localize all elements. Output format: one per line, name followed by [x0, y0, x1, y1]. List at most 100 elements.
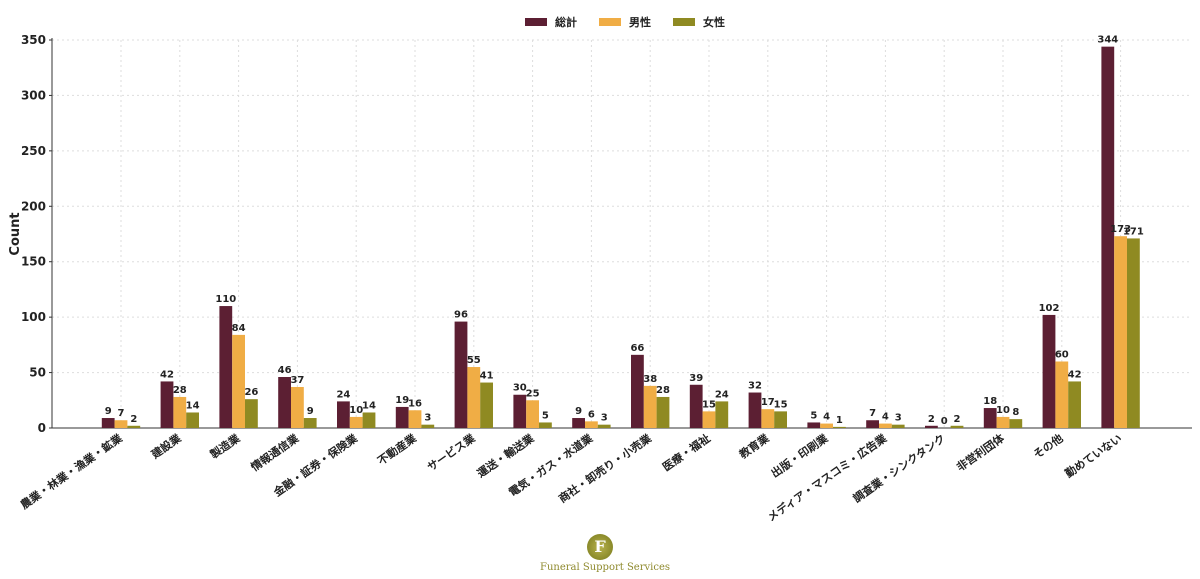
legend-item-total: 総計 [525, 14, 577, 30]
x-tick-label: 教育業 [736, 430, 773, 462]
bar [467, 367, 481, 428]
bar-value-label: 0 [941, 416, 948, 427]
bar [101, 418, 115, 428]
bar [278, 377, 291, 428]
legend-label-female: 女性 [703, 16, 725, 29]
bar [1127, 238, 1140, 428]
bar [127, 425, 141, 428]
bar-value-label: 28 [173, 385, 187, 396]
bar-value-label: 55 [467, 355, 481, 366]
bar-value-label: 42 [1068, 369, 1082, 380]
bar-value-label: 28 [656, 385, 670, 396]
x-tick-label: 商社・卸売り・小売業 [556, 430, 655, 505]
x-tick-label: 情報通信業 [248, 430, 302, 474]
bar-value-label: 8 [1012, 407, 1019, 418]
bar-value-label: 173 [1110, 224, 1131, 235]
bar-value-label: 9 [575, 406, 582, 417]
bar-value-label: 42 [160, 369, 174, 380]
bar [572, 418, 585, 428]
logo-emblem-icon: F [587, 534, 613, 560]
bar-value-label: 4 [823, 412, 830, 423]
bar-value-label: 110 [215, 294, 236, 305]
bar [232, 334, 245, 428]
bar-value-label: 66 [630, 343, 644, 354]
bar-value-label: 16 [408, 398, 422, 409]
bar [395, 406, 409, 428]
brand-logo: F Funeral Support Services [540, 534, 670, 573]
bar-value-label: 2 [130, 414, 137, 425]
bar [1114, 236, 1127, 428]
bar-value-label: 3 [601, 413, 608, 424]
bar [820, 423, 833, 428]
bar-value-label: 14 [362, 400, 376, 411]
y-tick-label: 50 [29, 366, 46, 380]
bar [891, 424, 905, 428]
x-tick-label: 不動産業 [375, 430, 420, 467]
bar [774, 411, 787, 428]
bar-value-label: 2 [928, 414, 935, 425]
bar-value-label: 84 [232, 323, 246, 334]
bar [454, 321, 468, 428]
bar [689, 384, 703, 428]
bar [480, 382, 493, 428]
y-tick-label: 250 [21, 144, 46, 158]
bar [656, 396, 670, 428]
bar [526, 400, 539, 428]
bar-value-label: 39 [689, 373, 703, 384]
bar-value-label: 15 [774, 399, 788, 410]
bar-value-label: 10 [349, 405, 363, 416]
bar [702, 411, 716, 428]
bar-value-label: 17 [761, 397, 775, 408]
bar-value-label: 41 [480, 371, 494, 382]
logo-mark-letter: F [594, 537, 606, 556]
bar-value-label: 3 [895, 413, 902, 424]
bar-value-label: 46 [278, 365, 292, 376]
bar [1101, 46, 1115, 428]
bar-value-label: 38 [643, 374, 657, 385]
bar [421, 424, 435, 428]
bar-value-label: 37 [290, 375, 304, 386]
bar [866, 420, 879, 428]
bar-value-label: 2 [954, 414, 961, 425]
bar [408, 410, 422, 428]
bar [160, 381, 174, 428]
bar [186, 412, 199, 428]
bar [983, 408, 997, 428]
bar-value-label: 3 [424, 413, 431, 424]
legend-item-female: 女性 [673, 14, 725, 30]
bar-value-label: 171 [1123, 226, 1144, 237]
bar [748, 392, 762, 428]
bar-value-label: 7 [869, 408, 876, 419]
x-tick-label: 建設業 [148, 430, 184, 461]
bar [950, 425, 964, 428]
bar [833, 426, 846, 428]
x-tick-label: その他 [1030, 431, 1065, 461]
bar-value-label: 25 [526, 388, 540, 399]
bar-value-label: 1 [836, 415, 843, 426]
legend-swatch-male [599, 18, 621, 26]
bar [1055, 361, 1069, 428]
bar [303, 418, 317, 428]
chart-legend: 総計 男性 女性 [525, 14, 725, 30]
bar [1009, 419, 1023, 428]
bar-value-label: 32 [748, 381, 762, 392]
bar-value-label: 5 [542, 410, 549, 421]
bar [173, 396, 187, 428]
legend-swatch-female [673, 18, 695, 26]
bar-value-label: 102 [1039, 303, 1060, 314]
y-tick-label: 100 [21, 310, 46, 324]
bar [807, 422, 821, 428]
x-tick-label: 医療・福祉 [660, 431, 713, 474]
x-tick-label: 勤めていない [1062, 431, 1124, 480]
bar [349, 416, 363, 428]
bar-value-label: 9 [307, 406, 314, 417]
bar-value-label: 24 [715, 389, 729, 400]
bar-value-label: 5 [810, 410, 817, 421]
legend-item-male: 男性 [599, 14, 651, 30]
bar [291, 386, 304, 428]
bar [1042, 314, 1056, 428]
bar [925, 425, 938, 428]
y-axis-label: Count [8, 212, 23, 255]
y-tick-label: 0 [38, 421, 46, 435]
bar-value-label: 10 [996, 405, 1010, 416]
